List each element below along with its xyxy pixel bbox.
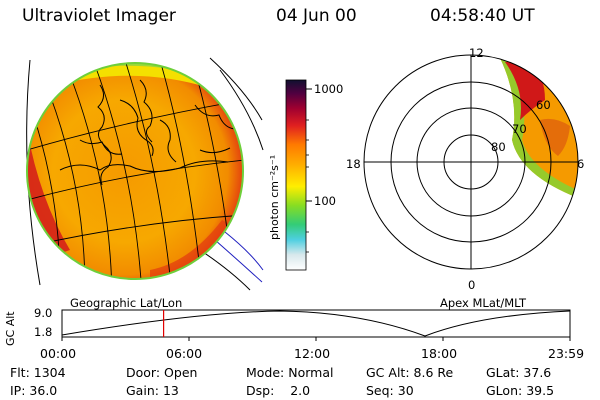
orbit-ytick-1-8: 1.8 bbox=[34, 325, 53, 339]
colorbar-label-100: 100 bbox=[314, 194, 336, 208]
status-glat-value: 37.6 bbox=[523, 365, 552, 380]
status-seq-value: 30 bbox=[397, 383, 414, 398]
time-label: 04:58:40 UT bbox=[430, 6, 535, 26]
colorbar bbox=[285, 79, 307, 271]
polar-lat-70: 70 bbox=[512, 122, 527, 136]
orbit-altitude-curve bbox=[61, 310, 571, 337]
colorbar-label-1000: 1000 bbox=[314, 82, 344, 96]
status-glon: GLon: 39.5 bbox=[486, 383, 555, 398]
status-gcalt-value: 8.6 Re bbox=[413, 365, 454, 380]
geo-globe-edge bbox=[26, 62, 244, 280]
app-title: Ultraviolet Imager bbox=[22, 6, 176, 26]
orbit-ytick-9: 9.0 bbox=[34, 306, 53, 320]
status-flt: Flt: 1304 bbox=[10, 365, 66, 380]
orbit-xtick-1200: 12:00 bbox=[294, 346, 331, 361]
status-mode-value: Normal bbox=[288, 365, 334, 380]
polar-caption: Apex MLat/MLT bbox=[440, 296, 527, 310]
status-seq: Seq: 30 bbox=[366, 383, 414, 398]
polar-mlt-12: 12 bbox=[469, 46, 484, 60]
orbit-xtick-1800: 18:00 bbox=[421, 346, 458, 361]
status-gcalt: GC Alt: 8.6 Re bbox=[366, 365, 454, 380]
date-label: 04 Jun 00 bbox=[276, 6, 357, 26]
status-door: Door: Open bbox=[126, 365, 198, 380]
status-dsp-value: 2.0 bbox=[290, 383, 311, 398]
polar-mlt-6: 6 bbox=[577, 157, 585, 171]
orbit-x-ticks bbox=[61, 337, 571, 341]
colorbar-unit-label: photon cm⁻²s⁻¹ bbox=[268, 155, 281, 240]
status-flt-value: 1304 bbox=[33, 365, 66, 380]
polar-plot bbox=[363, 54, 579, 270]
polar-mlt-18: 18 bbox=[346, 157, 361, 171]
status-dsp: Dsp: 2.0 bbox=[246, 383, 311, 398]
polar-lat-80: 80 bbox=[491, 140, 506, 154]
status-ip: IP: 36.0 bbox=[10, 383, 58, 398]
status-glon-value: 39.5 bbox=[526, 383, 555, 398]
polar-mlt-0: 0 bbox=[468, 278, 476, 292]
polar-lat-60: 60 bbox=[536, 98, 551, 112]
status-gain-value: 13 bbox=[162, 383, 179, 398]
orbit-ylabel: GC Alt bbox=[4, 311, 17, 346]
geo-caption: Geographic Lat/Lon bbox=[70, 296, 183, 310]
status-ip-value: 36.0 bbox=[29, 383, 58, 398]
colorbar-minor-ticks bbox=[306, 119, 309, 253]
status-mode: Mode: Normal bbox=[246, 365, 334, 380]
status-glat: GLat: 37.6 bbox=[486, 365, 552, 380]
orbit-xtick-0000: 00:00 bbox=[40, 346, 77, 361]
orbit-xtick-2359: 23:59 bbox=[548, 346, 585, 361]
status-gain: Gain: 13 bbox=[126, 383, 179, 398]
status-door-value: Open bbox=[164, 365, 198, 380]
orbit-xtick-0600: 06:00 bbox=[166, 346, 203, 361]
